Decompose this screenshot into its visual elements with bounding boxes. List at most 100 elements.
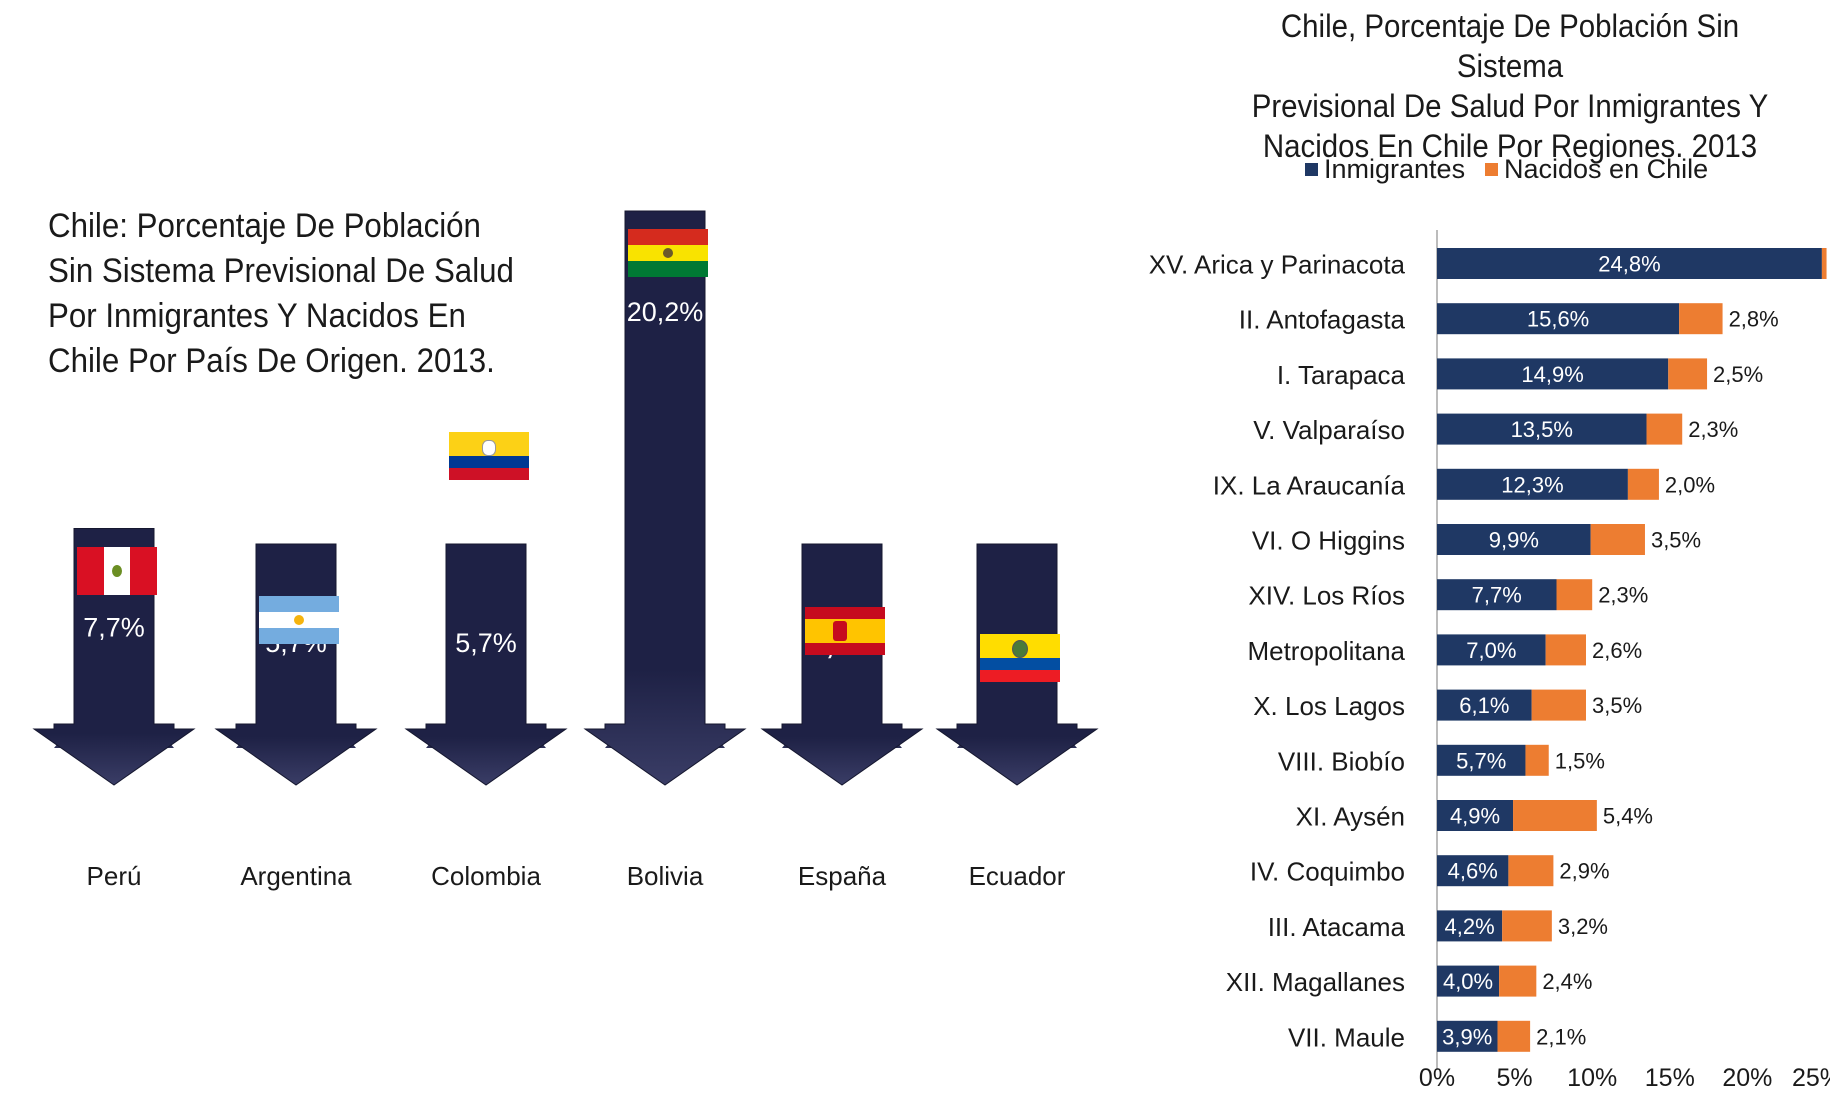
- x-tick-label: 10%: [1567, 1064, 1617, 1092]
- category-label-ecuador: Ecuador: [969, 861, 1066, 891]
- peru-flag: [77, 547, 158, 595]
- region-label-i-tarapaca: I. Tarapaca: [1277, 360, 1406, 390]
- region-label-viii-biobio: VIII. Biobío: [1278, 746, 1405, 776]
- region-label-metropolitana: Metropolitana: [1247, 636, 1405, 666]
- argentina-flag: [259, 596, 339, 644]
- category-label-bolivia: Bolivia: [627, 861, 704, 891]
- bar-nacidos-iv-coquimbo: [1508, 855, 1554, 887]
- bar-nacidos-vii-maule: [1497, 1020, 1531, 1052]
- category-label-espana: España: [798, 861, 887, 891]
- bar-inmigrantes-viii-biobio: [1437, 744, 1526, 776]
- bar-inmigrantes-ix-la-araucania: [1437, 468, 1628, 500]
- bar-inmigrantes-xiv-los-rios: [1437, 579, 1557, 611]
- region-label-vii-maule: VII. Maule: [1288, 1022, 1405, 1052]
- right-chart-title: Chile, Porcentaje De Población Sin Siste…: [1234, 6, 1786, 166]
- category-label-colombia: Colombia: [431, 861, 541, 891]
- bar-inmigrantes-i-tarapaca: [1437, 358, 1669, 390]
- value-label-inmigrantes: 4,2%: [1445, 914, 1495, 939]
- legend-label-natives: Nacidos en Chile: [1504, 154, 1709, 184]
- region-label-v-valparaiso: V. Valparaíso: [1253, 415, 1405, 445]
- right-title-line-3: Nacidos En Chile Por Regiones. 2013: [1262, 128, 1758, 164]
- left-chart-title: Chile: Porcentaje De Población Sin Siste…: [48, 207, 514, 380]
- bar-nacidos-iii-atacama: [1502, 910, 1552, 942]
- value-label-nacidos: 2,5%: [1713, 362, 1763, 387]
- region-label-xi-aysen: XI. Aysén: [1296, 802, 1405, 832]
- bar-nacidos-x-los-lagos: [1531, 689, 1586, 721]
- arrow-bar-colombia: [404, 543, 568, 786]
- bar-value-label: 20,2%: [627, 297, 704, 327]
- value-label-inmigrantes: 4,9%: [1450, 804, 1500, 829]
- value-label-nacidos: 2,3%: [1598, 583, 1648, 608]
- value-label-nacidos: 1,5%: [1555, 748, 1605, 773]
- x-tick-label: 0%: [1419, 1064, 1455, 1092]
- x-tick-label: 20%: [1722, 1064, 1772, 1092]
- value-label-inmigrantes: 9,9%: [1489, 528, 1539, 553]
- value-label-inmigrantes: 13,5%: [1511, 417, 1573, 442]
- right-title-line-1: Chile, Porcentaje De Población Sin Siste…: [1280, 8, 1740, 84]
- category-label-peru: Perú: [87, 861, 142, 891]
- bar-nacidos-xi-aysen: [1513, 800, 1597, 831]
- bar-nacidos-xiv-los-rios: [1556, 579, 1593, 611]
- value-label-inmigrantes: 15,6%: [1527, 307, 1589, 332]
- value-label-nacidos: 2,6%: [1592, 638, 1642, 663]
- bar-inmigrantes-iv-coquimbo: [1437, 855, 1509, 887]
- arrow-bar-espana: [760, 543, 924, 786]
- value-label-nacidos: 2,4%: [1542, 969, 1592, 994]
- country-arrow-chart: 7,7%Perú5,7%Argentina5,7%Colombia20,2%Bo…: [32, 210, 1099, 891]
- arrow-bar-bolivia: [583, 210, 747, 786]
- bar-inmigrantes-xi-aysen: [1437, 800, 1514, 831]
- ecuador-flag: [980, 634, 1060, 682]
- bar-value-label: 7,7%: [83, 612, 145, 642]
- value-label-inmigrantes: 3,9%: [1442, 1024, 1492, 1049]
- bar-inmigrantes-xii-magallanes: [1437, 965, 1500, 997]
- region-label-ix-la-araucania: IX. La Araucanía: [1213, 470, 1406, 500]
- value-label-inmigrantes: 5,7%: [1456, 748, 1506, 773]
- region-label-x-los-lagos: X. Los Lagos: [1253, 691, 1405, 721]
- bar-inmigrantes-vi-o-higgins: [1437, 524, 1591, 555]
- value-label-inmigrantes: 4,0%: [1443, 969, 1493, 994]
- bolivia-flag: [628, 229, 708, 277]
- bar-inmigrantes-v-valparaiso: [1437, 413, 1647, 445]
- bar-nacidos-metropolitana: [1545, 634, 1586, 666]
- region-label-iii-atacama: III. Atacama: [1268, 912, 1406, 942]
- value-label-nacidos: 2,1%: [1536, 1024, 1586, 1049]
- bar-value-label: 5,7%: [455, 628, 517, 658]
- value-label-nacidos: 2,9%: [1559, 859, 1609, 884]
- bar-inmigrantes-iii-atacama: [1437, 910, 1503, 942]
- category-label-argentina: Argentina: [240, 861, 352, 891]
- region-label-xii-magallanes: XII. Magallanes: [1226, 967, 1405, 997]
- bar-nacidos-ii-antofagasta: [1679, 303, 1723, 335]
- bar-inmigrantes-metropolitana: [1437, 634, 1546, 666]
- value-label-nacidos: 2,8%: [1729, 307, 1779, 332]
- value-label-nacidos: 3,2%: [1558, 914, 1608, 939]
- value-label-nacidos: 3,5%: [1651, 528, 1701, 553]
- region-label-vi-o-higgins: VI. O Higgins: [1252, 526, 1405, 556]
- x-tick-label: 5%: [1497, 1064, 1533, 1092]
- legend-label-immigrants: Inmigrantes: [1324, 154, 1466, 184]
- value-label-inmigrantes: 7,7%: [1472, 583, 1522, 608]
- right-title-line-2: Previsional De Salud Por Inmigrantes Y: [1251, 88, 1769, 124]
- bar-nacidos-xv-arica-y-parinacota: [1821, 248, 1827, 279]
- value-label-inmigrantes: 7,0%: [1466, 638, 1516, 663]
- colombia-flag: [449, 432, 529, 480]
- bar-nacidos-ix-la-araucania: [1627, 468, 1659, 500]
- bar-nacidos-vi-o-higgins: [1590, 524, 1645, 555]
- region-label-ii-antofagasta: II. Antofagasta: [1239, 305, 1406, 335]
- x-tick-label: 25%: [1792, 1064, 1830, 1092]
- bar-inmigrantes-xv-arica-y-parinacota: [1437, 248, 1822, 279]
- x-tick-label: 15%: [1645, 1064, 1695, 1092]
- bar-inmigrantes-x-los-lagos: [1437, 689, 1532, 721]
- value-label-inmigrantes: 6,1%: [1459, 693, 1509, 718]
- legend-item-natives: Nacidos en Chile: [1485, 154, 1708, 185]
- region-label-xiv-los-rios: XIV. Los Ríos: [1248, 581, 1405, 611]
- value-label-nacidos: 3,5%: [1592, 693, 1642, 718]
- value-label-nacidos: 5,4%: [1603, 804, 1653, 829]
- bar-nacidos-xii-magallanes: [1499, 965, 1537, 997]
- value-label-inmigrantes: 4,6%: [1448, 859, 1498, 884]
- bar-inmigrantes-ii-antofagasta: [1437, 303, 1680, 335]
- bar-nacidos-v-valparaiso: [1646, 413, 1683, 445]
- value-label-nacidos: 2,0%: [1665, 472, 1715, 497]
- bar-nacidos-i-tarapaca: [1668, 358, 1708, 390]
- legend-item-immigrants: Inmigrantes: [1305, 154, 1465, 185]
